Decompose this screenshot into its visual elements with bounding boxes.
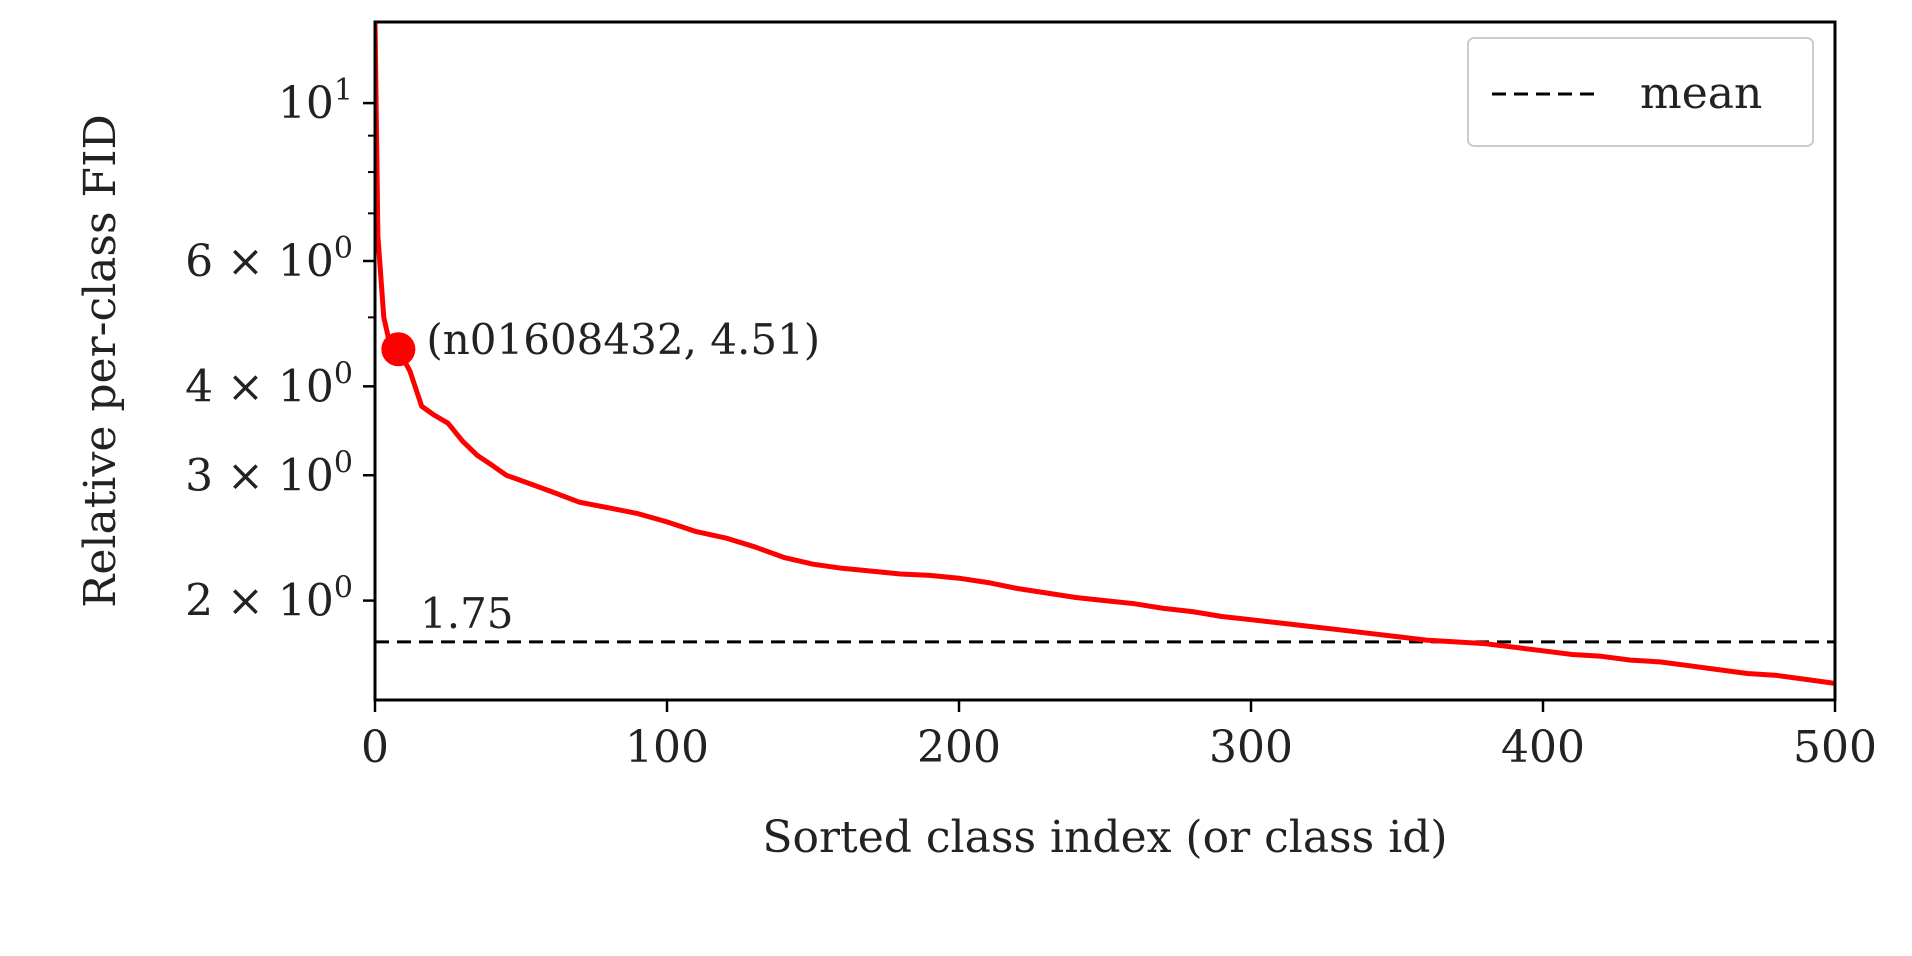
legend-label-mean: mean xyxy=(1640,68,1762,119)
y-tick-label-base: 6 × 10 xyxy=(185,236,334,287)
y-axis-title: Relative per-class FID xyxy=(75,114,126,608)
mean-value-label: 1.75 xyxy=(420,589,514,638)
x-tick-label-100: 100 xyxy=(625,722,709,773)
highlight-point xyxy=(381,332,416,367)
y-tick-label-10: 101 xyxy=(278,73,353,129)
y-tick-label-base: 3 × 10 xyxy=(185,450,334,501)
legend: mean xyxy=(1467,37,1814,147)
plot-area xyxy=(375,22,1835,686)
y-tick-label-base: 2 × 10 xyxy=(185,576,334,627)
y-tick-label-exponent: 1 xyxy=(334,73,353,108)
y-tick-label-exponent: 0 xyxy=(334,231,353,266)
y-tick-label-2: 2 × 100 xyxy=(185,571,353,627)
y-tick-label-exponent: 0 xyxy=(334,571,353,606)
y-tick-label-exponent: 0 xyxy=(334,445,353,480)
plot-clipped-group xyxy=(375,22,1835,686)
x-tick-label-500: 500 xyxy=(1793,722,1877,773)
legend-box xyxy=(1467,37,1814,147)
y-tick-label-base: 4 × 10 xyxy=(185,361,334,412)
x-tick-label-400: 400 xyxy=(1501,722,1585,773)
series-line-0 xyxy=(375,22,1835,686)
y-tick-label-3: 3 × 100 xyxy=(185,445,353,501)
y-tick-label-4: 4 × 100 xyxy=(185,356,353,412)
x-tick-label-200: 200 xyxy=(917,722,1001,773)
highlight-annotation: (n01608432, 4.51) xyxy=(426,315,820,364)
y-tick-label-exponent: 0 xyxy=(334,356,353,391)
x-tick-label-300: 300 xyxy=(1209,722,1293,773)
y-tick-label-6: 6 × 100 xyxy=(185,231,353,287)
x-axis-title: Sorted class index (or class id) xyxy=(762,812,1447,863)
y-tick-label-base: 10 xyxy=(278,78,334,129)
axes-frame xyxy=(373,20,1837,702)
x-tick-label-0: 0 xyxy=(361,722,389,773)
